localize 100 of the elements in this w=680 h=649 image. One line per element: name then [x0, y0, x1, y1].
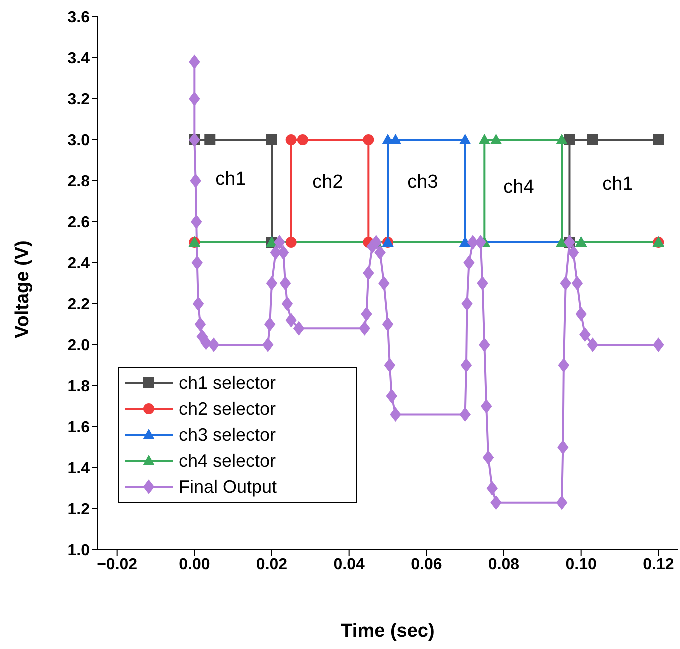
point [556, 237, 568, 247]
point [266, 134, 278, 146]
x-tick-label: 0.06 [411, 556, 442, 574]
point [560, 276, 572, 290]
point [270, 246, 282, 260]
point [286, 237, 297, 248]
point [587, 338, 598, 352]
point [653, 134, 664, 146]
point [564, 134, 576, 146]
x-tick-label: 0.02 [256, 556, 288, 574]
point [556, 134, 568, 144]
point [359, 322, 370, 336]
point [384, 358, 396, 372]
point [382, 318, 394, 332]
y-tick-label: 2.2 [68, 296, 90, 314]
point [361, 307, 372, 322]
point [460, 237, 471, 247]
point [294, 322, 305, 336]
point [572, 276, 583, 290]
point [386, 389, 398, 404]
annotation: ch3 [406, 171, 440, 195]
x-tick-label: 0.08 [488, 556, 520, 574]
point [580, 328, 591, 342]
point [190, 174, 202, 188]
legend-label: ch4 selector [179, 450, 276, 472]
point [475, 236, 486, 250]
point [462, 297, 473, 311]
y-tick-label: 3.6 [68, 10, 90, 27]
legend-label: ch2 selector [179, 398, 276, 420]
point [558, 358, 570, 372]
annotation: ch1 [602, 173, 634, 197]
point [189, 92, 200, 106]
point [568, 246, 580, 260]
point [191, 215, 202, 229]
y-tick-label: 3.0 [68, 132, 90, 150]
x-axis-title: Time (sec) [341, 621, 435, 642]
x-tick-label: 0.10 [566, 556, 598, 574]
y-tick-label: 3.4 [68, 50, 90, 68]
point [558, 440, 569, 454]
point [556, 496, 568, 510]
point [204, 134, 216, 146]
point [486, 482, 498, 496]
point [460, 358, 472, 372]
y-tick-label: 1.2 [68, 502, 90, 519]
annotation: ch1 [214, 168, 248, 192]
point [278, 246, 290, 260]
point [382, 134, 394, 144]
point [390, 408, 402, 422]
point [193, 297, 204, 311]
point [468, 236, 479, 250]
point [282, 297, 293, 311]
point [576, 307, 587, 322]
annotation: ch4 [502, 176, 536, 200]
point [374, 246, 386, 260]
point [490, 134, 502, 144]
y-tick-label: 1.0 [68, 542, 90, 560]
point [587, 134, 598, 146]
x-tick-label: 0.00 [179, 556, 210, 574]
point [286, 313, 297, 328]
point [477, 276, 488, 290]
point [280, 276, 292, 290]
point [481, 400, 492, 414]
y-tick-label: 1.8 [68, 378, 90, 396]
point [262, 338, 274, 352]
point [189, 55, 200, 70]
point [483, 450, 494, 465]
point [370, 236, 382, 250]
point [192, 256, 203, 270]
point [464, 256, 475, 270]
point [274, 236, 286, 250]
legend-label: ch1 selector [179, 372, 276, 394]
x-tick-label: 0.04 [334, 556, 366, 574]
y-tick-label: 2.8 [68, 174, 90, 191]
legend-label: Final Output [179, 476, 278, 498]
legend-label: ch3 selector [179, 424, 276, 446]
y-tick-label: 3.2 [68, 92, 90, 109]
point [363, 266, 374, 280]
y-tick-label: 1.4 [68, 460, 90, 478]
y-tick-label: 2.0 [68, 338, 90, 355]
point [490, 496, 502, 510]
point [460, 134, 471, 144]
point [479, 338, 490, 352]
point [200, 336, 212, 350]
y-axis-title: Voltage (V) [12, 240, 34, 338]
y-tick-label: 1.6 [68, 420, 90, 437]
point [286, 134, 297, 146]
point [266, 276, 278, 290]
point [479, 134, 490, 144]
point [378, 276, 390, 290]
point [264, 318, 276, 332]
x-tick-label: −0.02 [97, 556, 138, 574]
point [194, 318, 206, 332]
point [460, 408, 471, 422]
point [208, 338, 220, 352]
annotation: ch2 [312, 171, 344, 195]
point [363, 134, 374, 146]
y-tick-label: 2.4 [68, 256, 90, 273]
point [297, 134, 308, 146]
point [653, 338, 664, 352]
y-tick-label: 2.6 [68, 214, 90, 232]
